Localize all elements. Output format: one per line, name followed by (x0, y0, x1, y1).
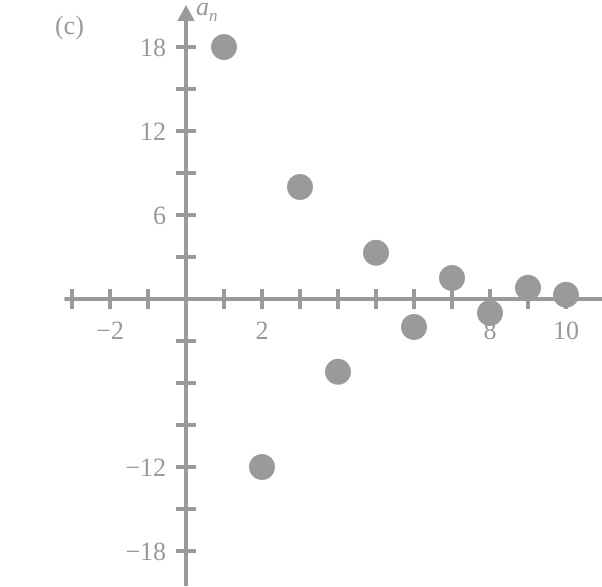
x-tick-label: −2 (96, 316, 124, 345)
y-tick-label: −12 (125, 453, 166, 482)
y-tick-label: 6 (153, 201, 166, 230)
data-point (325, 359, 351, 385)
data-point (477, 300, 503, 326)
data-point (439, 265, 465, 291)
scatter-chart: −2281018126−12−18nan(c) (0, 0, 602, 587)
data-point (553, 282, 579, 308)
y-tick-label: 18 (140, 33, 166, 62)
data-point (515, 275, 541, 301)
x-tick-label: 10 (553, 316, 579, 345)
y-tick-label: 12 (140, 117, 166, 146)
data-point (363, 240, 389, 266)
x-tick-label: 2 (256, 316, 269, 345)
data-point (401, 314, 427, 340)
data-point (211, 34, 237, 60)
y-tick-label: −18 (125, 537, 166, 566)
data-point (287, 174, 313, 200)
panel-label: (c) (55, 11, 84, 40)
data-point (249, 454, 275, 480)
